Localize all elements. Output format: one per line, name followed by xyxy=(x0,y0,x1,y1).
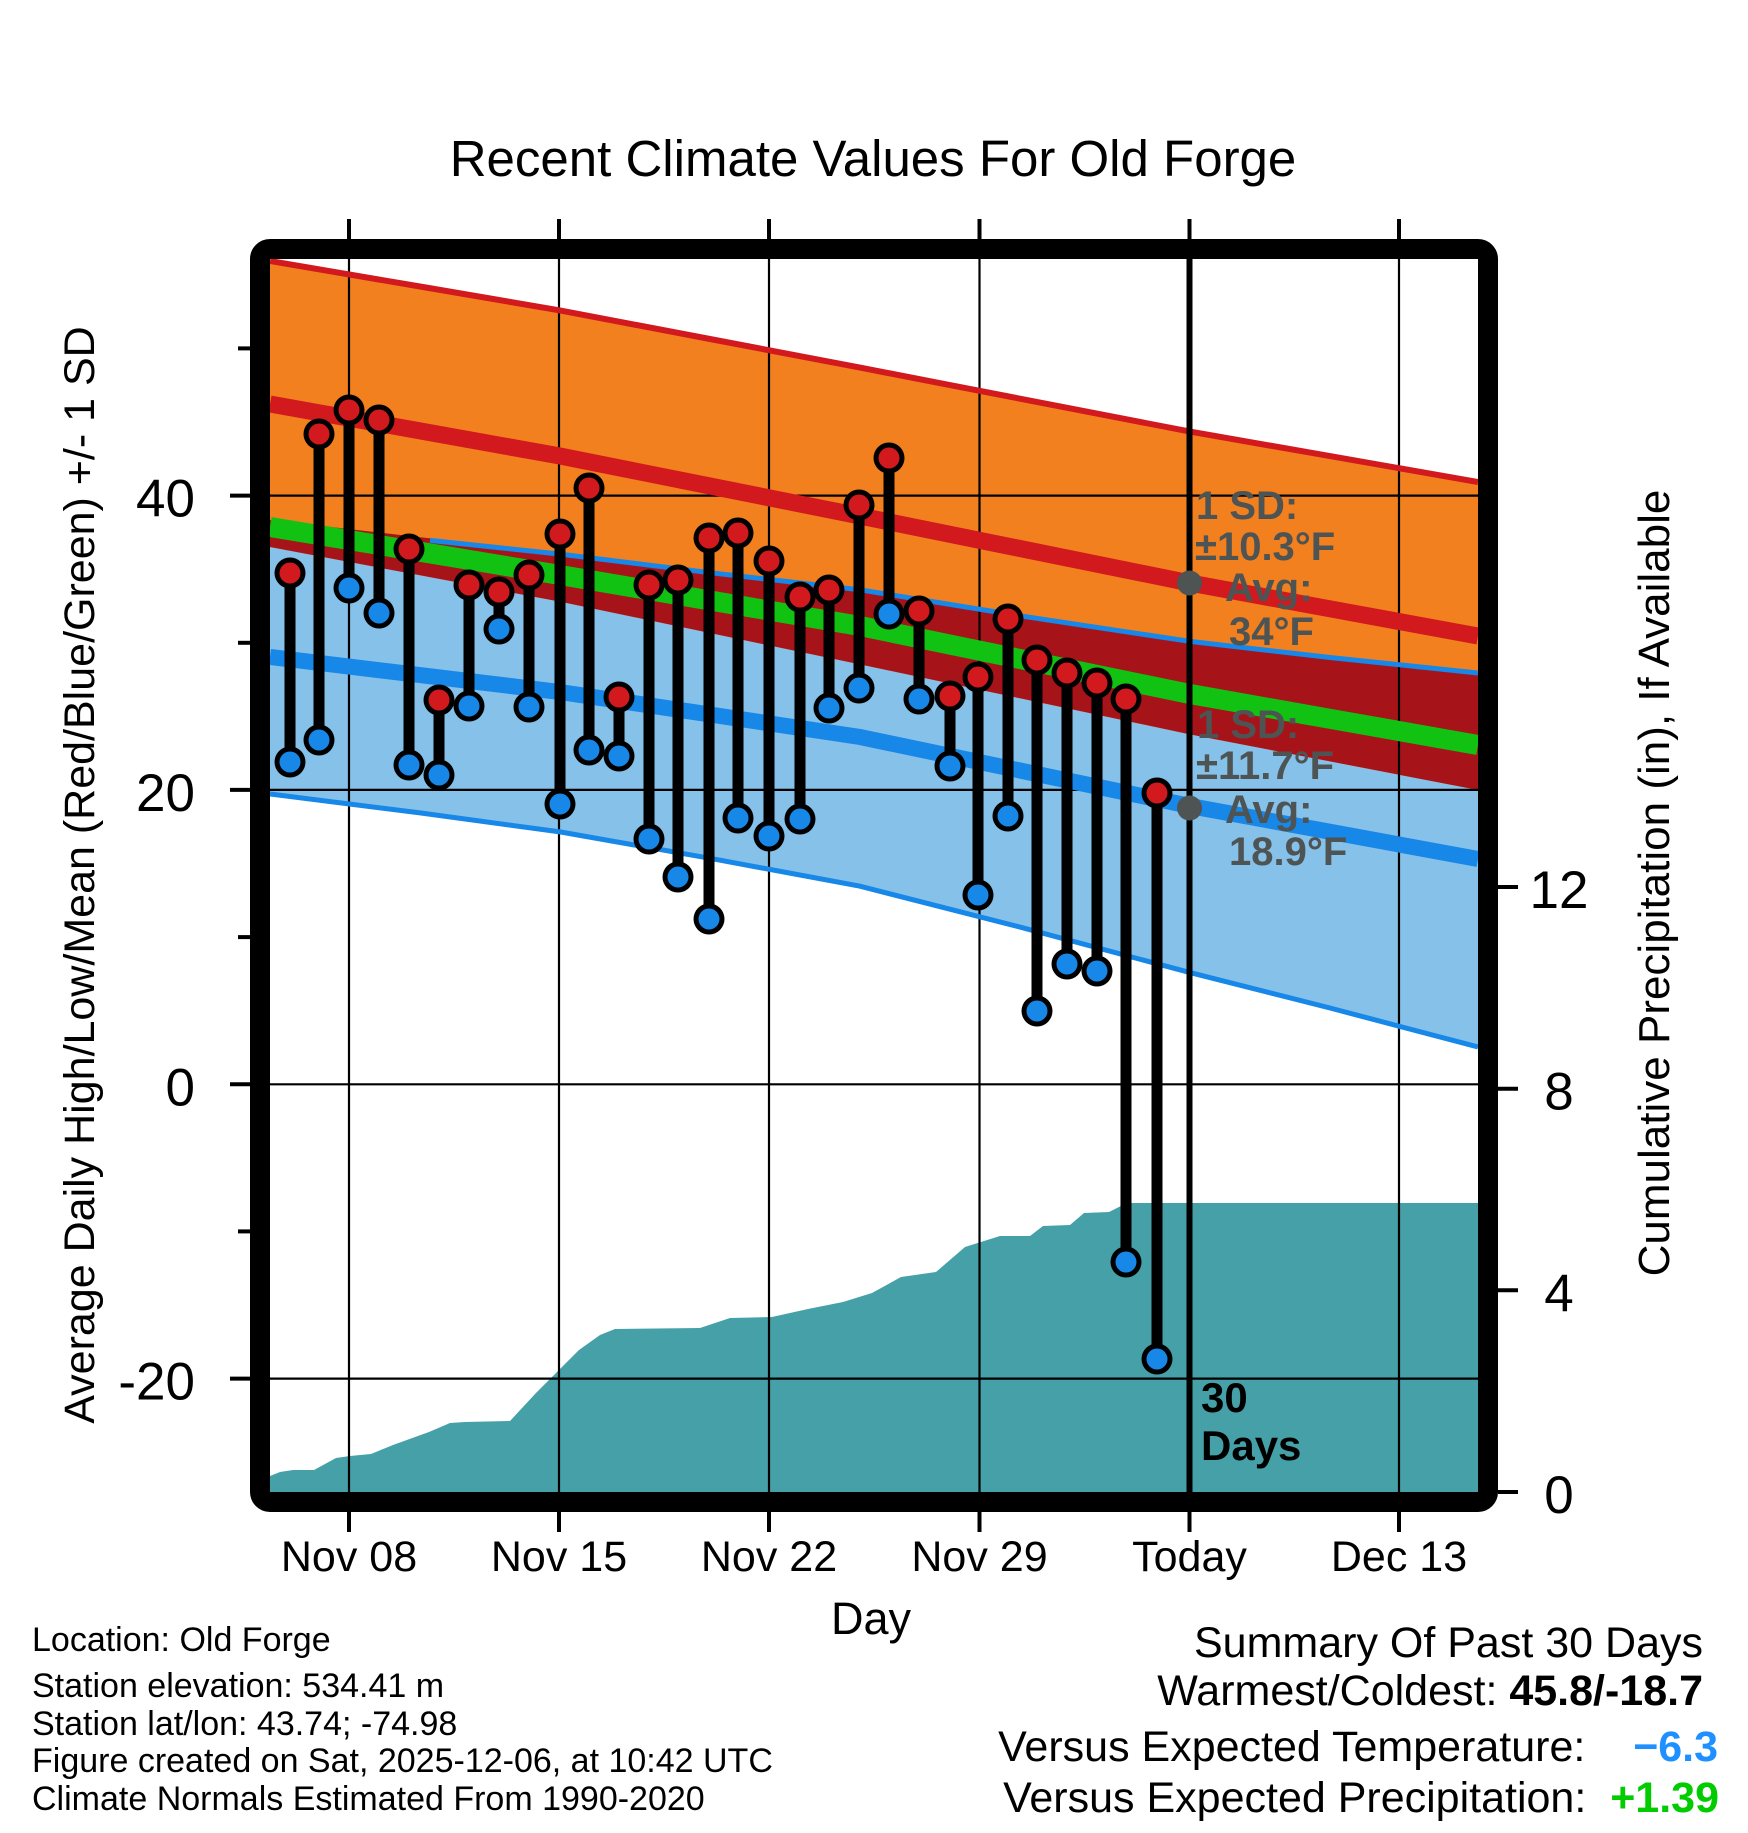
svg-text:12: 12 xyxy=(1530,861,1589,920)
svg-text:Avg:: Avg: xyxy=(1225,566,1312,610)
svg-text:30: 30 xyxy=(1201,1374,1248,1421)
svg-text:Station lat/lon: 43.74; -74.98: Station lat/lon: 43.74; -74.98 xyxy=(32,1705,457,1743)
svg-text:Avg:: Avg: xyxy=(1225,788,1312,832)
svg-text:40: 40 xyxy=(136,470,195,529)
svg-text:Nov 29: Nov 29 xyxy=(911,1533,1047,1581)
svg-text:Recent Climate Values For Old: Recent Climate Values For Old Forge xyxy=(450,130,1297,187)
svg-text:1 SD:: 1 SD: xyxy=(1196,484,1298,528)
svg-text:Day: Day xyxy=(831,1593,912,1644)
svg-text:20: 20 xyxy=(136,764,195,823)
svg-text:Climate Normals Estimated From: Climate Normals Estimated From 1990-2020 xyxy=(32,1780,705,1818)
svg-text:0: 0 xyxy=(166,1058,195,1117)
svg-text:Location: Old Forge: Location: Old Forge xyxy=(32,1621,331,1659)
svg-text:±10.3°F: ±10.3°F xyxy=(1195,525,1335,569)
svg-text:Summary Of Past 30 Days: Summary Of Past 30 Days xyxy=(1194,1619,1703,1667)
svg-text:Dec 13: Dec 13 xyxy=(1331,1533,1467,1581)
svg-text:Versus Expected Precipitation:: Versus Expected Precipitation: +1.39 xyxy=(1003,1774,1719,1822)
svg-text:Station elevation: 534.41 m: Station elevation: 534.41 m xyxy=(32,1667,444,1705)
svg-text:Average Daily High/Low/Mean (R: Average Daily High/Low/Mean (Red/Blue/Gr… xyxy=(56,326,104,1423)
svg-text:Cumulative Precipitation (in),: Cumulative Precipitation (in), If Availa… xyxy=(1630,490,1679,1277)
svg-text:Versus Expected Temperature:: Versus Expected Temperature: −6.3 xyxy=(998,1723,1718,1771)
svg-text:±11.7°F: ±11.7°F xyxy=(1196,744,1334,788)
svg-text:34°F: 34°F xyxy=(1229,610,1314,654)
svg-text:-20: -20 xyxy=(118,1353,195,1412)
svg-text:Nov 15: Nov 15 xyxy=(491,1533,627,1581)
svg-text:Days: Days xyxy=(1201,1422,1301,1469)
svg-text:Figure created on Sat, 2025-12: Figure created on Sat, 2025-12-06, at 10… xyxy=(32,1742,773,1780)
svg-text:Nov 22: Nov 22 xyxy=(701,1533,837,1581)
svg-text:8: 8 xyxy=(1544,1063,1573,1122)
svg-text:18.9°F: 18.9°F xyxy=(1229,830,1347,874)
svg-text:4: 4 xyxy=(1544,1264,1573,1323)
svg-text:Warmest/Coldest: 45.8/-18.7: Warmest/Coldest: 45.8/-18.7 xyxy=(1157,1667,1703,1715)
svg-text:Nov 08: Nov 08 xyxy=(281,1533,417,1581)
svg-text:1 SD:: 1 SD: xyxy=(1197,703,1299,747)
svg-text:0: 0 xyxy=(1544,1466,1573,1525)
svg-text:Today: Today xyxy=(1132,1533,1247,1581)
